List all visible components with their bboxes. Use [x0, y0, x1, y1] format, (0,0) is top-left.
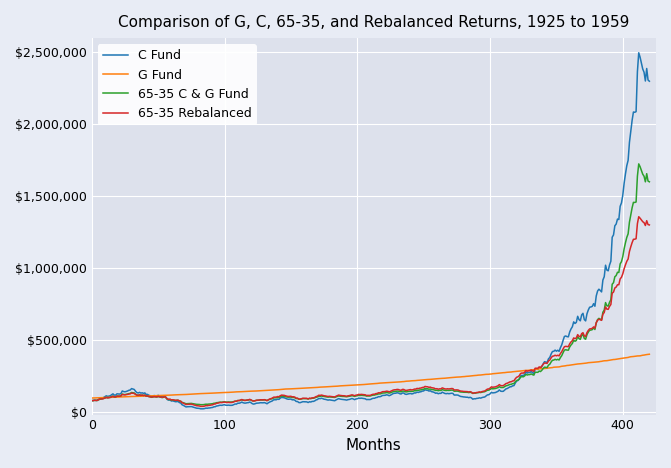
Line: G Fund: G Fund — [92, 354, 650, 398]
C Fund — [646, 79, 654, 84]
65-35 C & G Fund — [197, 402, 205, 408]
65-35 Rebalanced — [88, 398, 96, 403]
65-35 Rebalanced — [263, 398, 271, 403]
G Fund — [503, 369, 511, 375]
65-35 Rebalanced — [197, 403, 205, 409]
Line: 65-35 C & G Fund: 65-35 C & G Fund — [92, 164, 650, 405]
Line: 65-35 Rebalanced: 65-35 Rebalanced — [92, 217, 650, 406]
C Fund — [505, 385, 513, 390]
C Fund — [635, 50, 643, 56]
G Fund — [262, 388, 270, 393]
C Fund — [88, 398, 96, 403]
65-35 C & G Fund — [646, 179, 654, 184]
65-35 Rebalanced — [505, 380, 513, 385]
65-35 C & G Fund — [505, 382, 513, 388]
65-35 Rebalanced — [646, 222, 654, 228]
C Fund — [541, 359, 550, 365]
C Fund — [535, 365, 544, 370]
65-35 C & G Fund — [635, 161, 643, 167]
Legend: C Fund, G Fund, 65-35 C & G Fund, 65-35 Rebalanced: C Fund, G Fund, 65-35 C & G Fund, 65-35 … — [98, 44, 257, 125]
Line: C Fund: C Fund — [92, 53, 650, 409]
Title: Comparison of G, C, 65-35, and Rebalanced Returns, 1925 to 1959: Comparison of G, C, 65-35, and Rebalance… — [118, 15, 629, 30]
65-35 C & G Fund — [425, 387, 433, 392]
65-35 Rebalanced — [507, 379, 515, 385]
65-35 C & G Fund — [541, 365, 550, 370]
X-axis label: Months: Months — [346, 438, 402, 453]
G Fund — [540, 366, 548, 371]
C Fund — [197, 406, 205, 412]
65-35 Rebalanced — [425, 385, 433, 390]
C Fund — [425, 388, 433, 394]
65-35 C & G Fund — [263, 398, 271, 403]
C Fund — [263, 401, 271, 407]
65-35 C & G Fund — [535, 368, 544, 374]
65-35 Rebalanced — [635, 214, 643, 219]
G Fund — [506, 369, 514, 375]
G Fund — [423, 377, 431, 382]
C Fund — [507, 384, 515, 389]
G Fund — [88, 395, 96, 401]
G Fund — [646, 351, 654, 357]
65-35 Rebalanced — [535, 364, 544, 370]
65-35 C & G Fund — [507, 381, 515, 387]
65-35 C & G Fund — [88, 398, 96, 403]
65-35 Rebalanced — [541, 360, 550, 366]
G Fund — [534, 366, 542, 372]
